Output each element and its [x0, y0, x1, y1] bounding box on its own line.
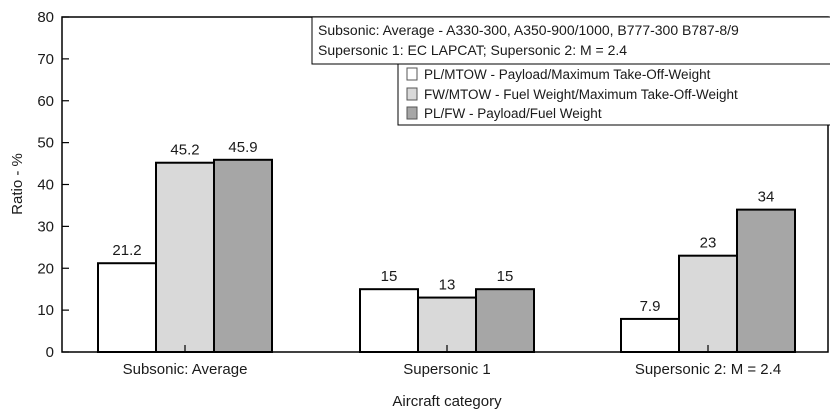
legend-label-pl-fw: PL/FW - Payload/Fuel Weight: [424, 106, 602, 121]
y-tick-label: 50: [37, 135, 54, 152]
x-axis: Subsonic: Average Supersonic 1 Supersonic …: [123, 345, 781, 378]
x-tick-label-supersonic-2-m-2-4: Supersonic 2: M = 2.4: [635, 361, 781, 378]
y-tick-label: 20: [37, 260, 54, 277]
x-axis-title: Aircraft category: [392, 393, 502, 410]
x-tick-label-supersonic-1: Supersonic 1: [403, 361, 491, 378]
data-label-supersonic-1-series-2: 15: [497, 268, 514, 285]
y-tick-label: 0: [46, 344, 54, 361]
bars-group: [97, 158, 796, 354]
bar-supersonic-1-series-1: [417, 296, 477, 353]
data-label-subsonic-average-series-2: 45.9: [228, 139, 257, 156]
y-tick-label: 30: [37, 218, 54, 235]
data-label-supersonic-2-m-2-4-series-2: 34: [758, 189, 775, 206]
bar-supersonic-2-m-2-4-series-0: [620, 317, 680, 354]
bar-subsonic-average-series-1: [155, 161, 215, 353]
bar-supersonic-1-series-0: [359, 288, 419, 353]
legend: PL/MTOW - Payload/Maximum Take-Off-Weigh…: [397, 63, 830, 126]
y-axis-title: Ratio - %: [9, 153, 26, 215]
bar-supersonic-2-m-2-4-series-2: [736, 208, 796, 353]
data-label-subsonic-average-series-0: 21.2: [112, 242, 141, 259]
data-label-supersonic-1-series-0: 15: [381, 268, 398, 285]
y-tick-label: 40: [37, 177, 54, 194]
bar-supersonic-1-series-2: [475, 288, 535, 353]
y-tick-label: 70: [37, 51, 54, 68]
y-tick-label: 10: [37, 302, 54, 319]
x-tick-label-subsonic-average: Subsonic: Average: [123, 361, 248, 378]
legend-swatch-fw-mtow: [406, 87, 418, 101]
legend-swatch-pl-fw: [406, 106, 418, 120]
bar-subsonic-average-series-2: [213, 158, 273, 353]
annotation-line-2: Supersonic 1: EC LAPCAT; Supersonic 2: M…: [318, 42, 627, 58]
annotation-box: Subsonic: Average - A330-300, A350-900/1…: [311, 16, 830, 65]
data-labels-group: 21.2 45.2 45.9 15 13 15 7.9 23 34: [112, 139, 774, 315]
y-axis: 0 10 20 30 40 50 60 70 80: [37, 9, 69, 361]
legend-label-fw-mtow: FW/MTOW - Fuel Weight/Maximum Take-Off-W…: [424, 87, 738, 102]
legend-swatch-pl-mtow: [406, 67, 418, 81]
bar-subsonic-average-series-0: [97, 262, 157, 354]
data-label-subsonic-average-series-1: 45.2: [170, 142, 199, 159]
y-tick-label: 80: [37, 9, 54, 26]
y-tick-label: 60: [37, 93, 54, 110]
data-label-supersonic-2-m-2-4-series-0: 7.9: [640, 298, 661, 315]
bar-supersonic-2-m-2-4-series-1: [678, 254, 738, 353]
legend-label-pl-mtow: PL/MTOW - Payload/Maximum Take-Off-Weigh…: [424, 67, 711, 82]
data-label-supersonic-2-m-2-4-series-1: 23: [700, 235, 717, 252]
annotation-line-1: Subsonic: Average - A330-300, A350-900/1…: [318, 22, 739, 38]
data-label-supersonic-1-series-1: 13: [439, 277, 456, 294]
